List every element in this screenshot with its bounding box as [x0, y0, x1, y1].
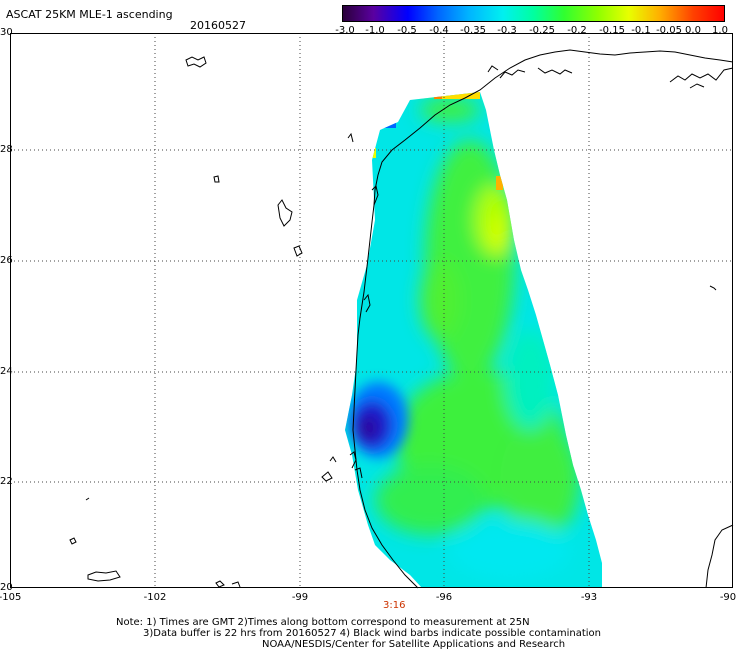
- note-line-1: Note: 1) Times are GMT 2)Times along bot…: [116, 617, 530, 628]
- cb-tick: -0.3: [497, 25, 517, 36]
- colorbar: [342, 5, 725, 22]
- y-tick-24: 24: [0, 366, 13, 377]
- x-tick-90: -90: [719, 592, 737, 603]
- pass-time-label: 3:16: [383, 600, 406, 611]
- y-tick-28: 28: [0, 144, 13, 155]
- x-tick-99: -99: [291, 592, 309, 603]
- x-tick-102: -102: [143, 592, 167, 603]
- y-tick-26: 26: [0, 255, 13, 266]
- cb-tick: -3.0: [335, 25, 355, 36]
- y-tick-30: 30: [0, 27, 13, 38]
- colorbar-gradient: [343, 6, 724, 21]
- coastline: [69, 49, 734, 589]
- colorbar-labels: -3.0 -1.0 -0.5 -0.4 -0.35 -0.3 -0.25 -0.…: [330, 25, 730, 37]
- y-tick-20: 20: [0, 582, 13, 593]
- cb-tick: -1.0: [365, 25, 385, 36]
- product-title: ASCAT 25KM MLE-1 ascending: [6, 8, 173, 21]
- cb-tick: 0.0: [685, 25, 701, 36]
- cb-tick: -0.1: [631, 25, 651, 36]
- cb-tick: 1.0: [712, 25, 728, 36]
- map-frame: [10, 33, 733, 588]
- note-line-2: 3)Data buffer is 22 hrs from 20160527 4)…: [143, 628, 601, 639]
- cb-tick: -0.2: [567, 25, 587, 36]
- note-line-3: NOAA/NESDIS/Center for Satellite Applica…: [262, 639, 566, 650]
- y-tick-22: 22: [0, 476, 13, 487]
- cb-tick: -0.25: [529, 25, 555, 36]
- cb-tick: -0.4: [429, 25, 449, 36]
- x-tick-96: -96: [435, 592, 453, 603]
- product-date: 20160527: [190, 19, 246, 32]
- x-tick-105: -105: [0, 592, 22, 603]
- graticule: [10, 33, 733, 588]
- cb-tick: -0.15: [599, 25, 625, 36]
- cb-tick: -0.05: [656, 25, 682, 36]
- cb-tick: -0.5: [397, 25, 417, 36]
- cb-tick: -0.35: [460, 25, 486, 36]
- x-tick-93: -93: [580, 592, 598, 603]
